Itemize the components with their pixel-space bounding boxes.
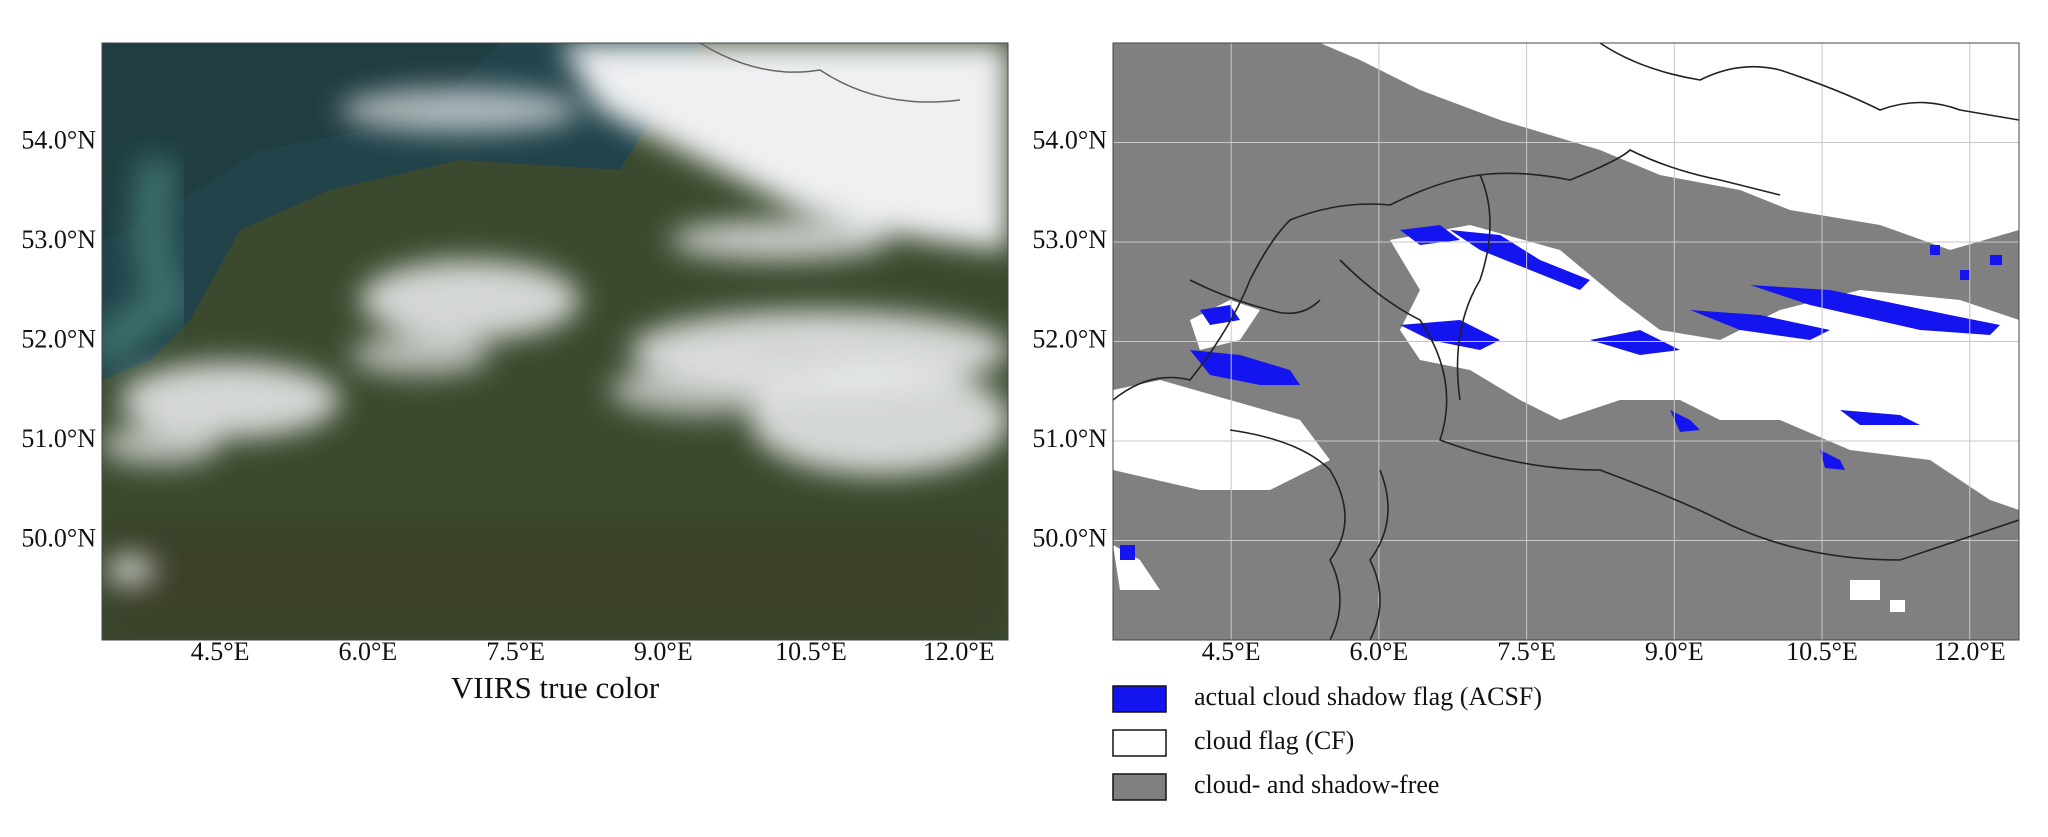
cloud-flag-area: [1320, 43, 2019, 250]
true-color-image: [102, 43, 1008, 640]
x-tick-label: 12.0°E: [1934, 637, 2006, 666]
y-tick-label: 53.0°N: [1032, 225, 1107, 254]
cloud-shadow-flag: [1690, 310, 1830, 340]
y-tick-label: 51.0°N: [1032, 424, 1107, 453]
panel-caption: VIIRS true color: [451, 670, 660, 705]
grid: [1113, 43, 2019, 640]
x-tick-label: 7.5°E: [1497, 637, 1556, 666]
legend-label: cloud flag (CF): [1194, 726, 1354, 755]
cloud-shadow-flag: [1670, 410, 1700, 432]
cloud-shadow-flag: [1990, 255, 2002, 265]
cloud-shadow-flag: [1450, 230, 1590, 290]
x-tick-label: 10.5°E: [1786, 637, 1858, 666]
legend-label: actual cloud shadow flag (ACSF): [1194, 682, 1542, 711]
legend-swatch: [1112, 685, 1167, 713]
panel-frame: [101, 42, 1009, 641]
y-tick-label: 52.0°N: [1032, 324, 1107, 353]
x-tick-label: 9.0°E: [1645, 637, 1704, 666]
legend-swatch: [1112, 773, 1167, 801]
y-tick-label: 52.0°N: [21, 324, 96, 353]
cloud-shadow-flag: [1590, 330, 1680, 355]
cloud-shadow-flag: [1930, 245, 1940, 255]
x-tick-label: 4.5°E: [191, 637, 250, 666]
legend-label: cloud- and shadow-free: [1194, 770, 1439, 799]
cloud-shadow-flag: [1840, 410, 1920, 425]
cloud-flag-area: [1890, 600, 1905, 612]
x-tick-label: 12.0°E: [923, 637, 995, 666]
x-tick-label: 7.5°E: [486, 637, 545, 666]
x-tick-label: 10.5°E: [775, 637, 847, 666]
y-tick-label: 50.0°N: [1032, 523, 1107, 552]
x-tick-label: 6.0°E: [339, 637, 398, 666]
cloud-shadow-flag: [1400, 225, 1460, 245]
y-tick-label: 53.0°N: [21, 225, 96, 254]
x-tick-label: 4.5°E: [1202, 637, 1261, 666]
x-tick-label: 9.0°E: [634, 637, 693, 666]
panel-frame: [1112, 42, 2020, 641]
cloud-flag-area: [1390, 225, 2019, 510]
cloud-mask: [1113, 43, 2019, 612]
coastlines: [1113, 43, 2019, 640]
cloud-shadow-flag: [1190, 350, 1300, 385]
y-tick-label: 51.0°N: [21, 424, 96, 453]
legend-swatch: [1112, 729, 1167, 757]
cloud-flag-area: [1850, 580, 1880, 600]
cloud-flag-area: [1113, 380, 1330, 490]
x-tick-label: 6.0°E: [1350, 637, 1409, 666]
cloud-shadow-flag: [1120, 545, 1135, 560]
y-tick-label: 54.0°N: [21, 125, 96, 154]
y-tick-label: 50.0°N: [21, 523, 96, 552]
cloud-shadow-flag: [1750, 285, 2000, 335]
cloud-shadow-flag: [1820, 450, 1845, 470]
cloud-shadow-flag: [1960, 270, 1970, 280]
y-tick-label: 54.0°N: [1032, 125, 1107, 154]
